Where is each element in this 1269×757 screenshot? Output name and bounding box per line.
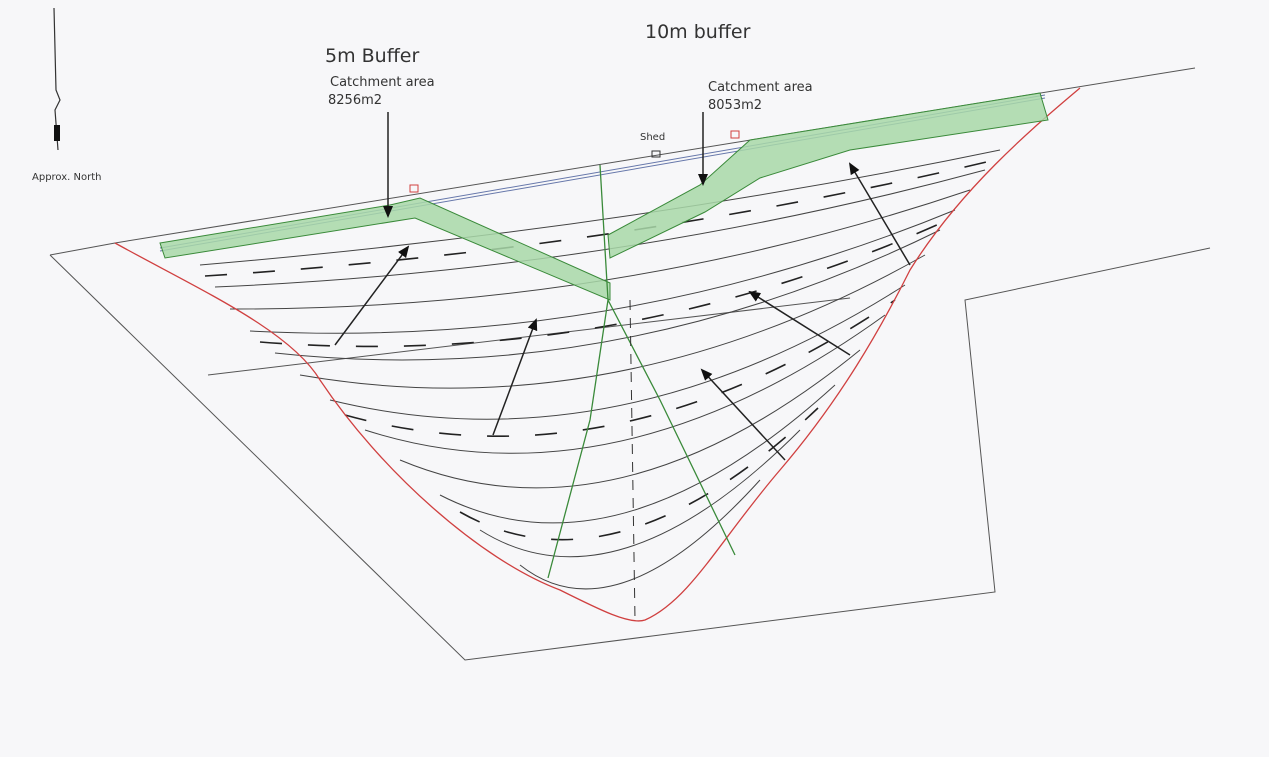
buffer-10m-title: 10m buffer: [645, 21, 751, 43]
site-plan: Approx. North 5m Buffer: [0, 0, 1269, 757]
buffer-5m-caption: Catchment area: [330, 75, 435, 90]
north-label: Approx. North: [32, 172, 101, 183]
page: Approx. North 5m Buffer: [0, 0, 1269, 757]
buffer-5m-title: 5m Buffer: [325, 45, 419, 67]
buffer-5m-area: 8256m2: [328, 93, 382, 108]
shed-label: Shed: [640, 132, 665, 143]
buffer-10m-area: 8053m2: [708, 98, 762, 113]
buffer-10m-caption: Catchment area: [708, 80, 813, 95]
background: [0, 0, 1269, 757]
